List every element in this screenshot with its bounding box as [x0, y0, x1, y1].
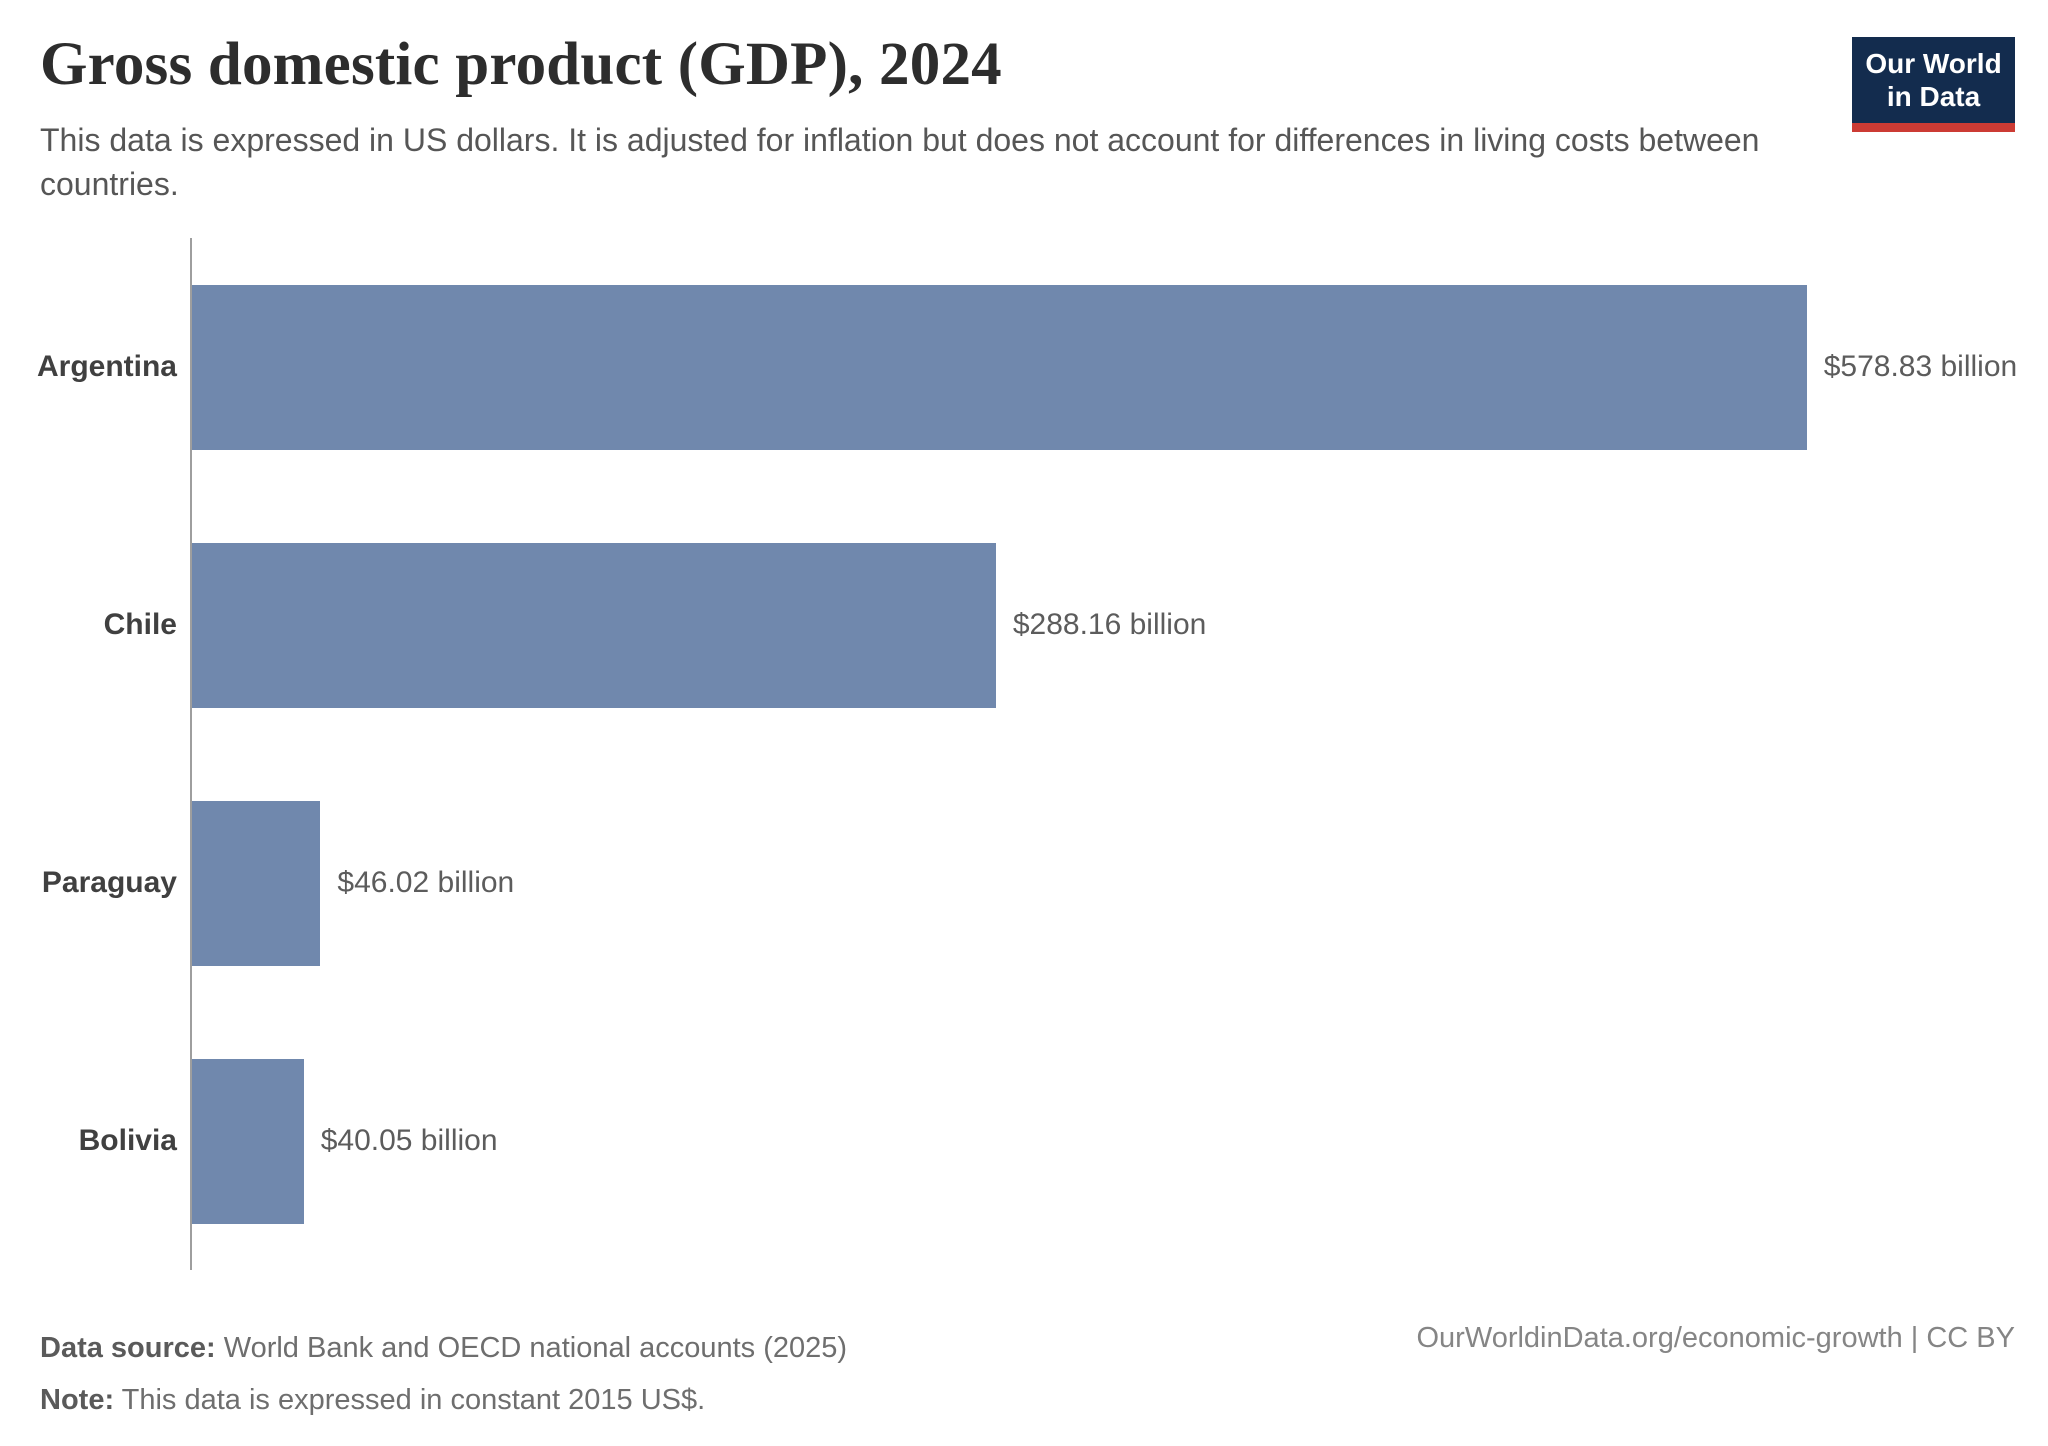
- owid-logo-line1: Our World: [1865, 48, 2002, 79]
- data-source-value: World Bank and OECD national accounts (2…: [215, 1332, 848, 1364]
- value-label: $288.16 billion: [1012, 608, 1207, 642]
- category-label: Argentina: [36, 350, 177, 384]
- data-source-label: Data source:: [40, 1332, 216, 1364]
- chart-subtitle: This data is expressed in US dollars. It…: [40, 122, 1760, 203]
- category-label: Chile: [103, 608, 177, 642]
- bar-track: $46.02 billion: [190, 754, 2048, 1013]
- note-label: Note:: [40, 1384, 115, 1417]
- bar-track: $40.05 billion: [190, 1012, 2048, 1271]
- bar-row-bolivia: Bolivia $40.05 billion: [0, 1012, 2048, 1271]
- bar[interactable]: [192, 800, 321, 966]
- data-source-line: Data source: World Bank and OECD nationa…: [40, 1322, 847, 1374]
- owid-url-link[interactable]: OurWorldinData.org/economic-growth | CC …: [1416, 1322, 2016, 1354]
- bar-row-paraguay: Paraguay $46.02 billion: [0, 754, 2048, 1013]
- owid-logo-line2: in Data: [1886, 80, 1981, 112]
- note-value: This data is expressed in constant 2015 …: [114, 1384, 706, 1417]
- bar[interactable]: [192, 284, 1807, 450]
- bar[interactable]: [192, 1058, 304, 1224]
- category-label: Paraguay: [41, 866, 177, 900]
- bar-row-argentina: Argentina $578.83 billion: [0, 238, 2048, 497]
- owid-logo[interactable]: Our World in Data: [1852, 37, 2015, 132]
- footer-source-note: Data source: World Bank and OECD nationa…: [40, 1322, 847, 1426]
- chart-header: Gross domestic product (GDP), 2024 This …: [0, 0, 2048, 206]
- bar-row-chile: Chile $288.16 billion: [0, 496, 2048, 755]
- bar-track: $288.16 billion: [190, 496, 2048, 755]
- bar-track: $578.83 billion: [190, 238, 2048, 497]
- note-line: Note: This data is expressed in constant…: [40, 1374, 847, 1426]
- plot-area: Argentina $578.83 billion Chile $288.16 bil…: [0, 238, 2048, 1271]
- category-label: Bolivia: [78, 1124, 177, 1158]
- chart-title: Gross domestic product (GDP), 2024: [40, 31, 1002, 98]
- chart-footer: Data source: World Bank and OECD nationa…: [40, 1322, 2015, 1426]
- bar[interactable]: [192, 542, 996, 708]
- value-label: $578.83 billion: [1823, 350, 2018, 384]
- value-label: $40.05 billion: [320, 1124, 498, 1158]
- value-label: $46.02 billion: [337, 866, 515, 900]
